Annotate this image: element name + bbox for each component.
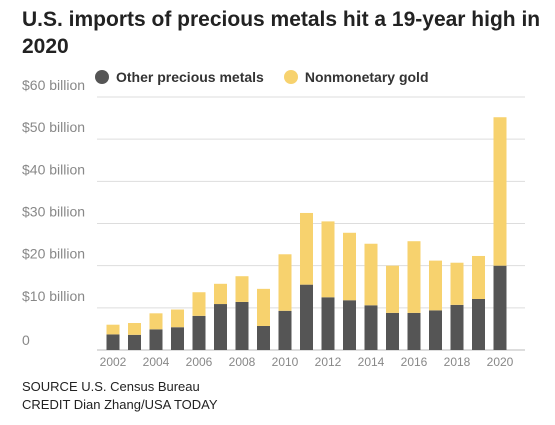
x-tick-label: 2008 bbox=[229, 355, 256, 369]
bar-other-precious-metals bbox=[192, 315, 206, 350]
bar-nonmonetary-gold bbox=[450, 262, 464, 305]
bar-other-precious-metals bbox=[343, 300, 356, 350]
x-axis-tick-labels: 2002 2004 2006 2008 2010 2012 2014 2016 2018 2020 bbox=[100, 355, 514, 369]
chart-footer: SOURCE U.S. Census Bureau CREDIT Dian Zh… bbox=[22, 378, 218, 414]
bars-layer bbox=[106, 117, 507, 350]
y-tick-label: $10 billion bbox=[22, 288, 85, 304]
bar-other-precious-metals bbox=[257, 325, 270, 350]
legend-label-nonmonetary-gold: Nonmonetary gold bbox=[304, 69, 429, 85]
bar-nonmonetary-gold bbox=[171, 309, 184, 328]
bar-other-precious-metals bbox=[450, 304, 464, 350]
bar-nonmonetary-gold bbox=[493, 117, 507, 266]
x-tick-label: 2006 bbox=[186, 355, 213, 369]
bar-nonmonetary-gold bbox=[407, 241, 421, 313]
bar-other-precious-metals bbox=[429, 310, 442, 350]
bar-nonmonetary-gold bbox=[192, 292, 206, 316]
legend-swatch-other-precious-metals bbox=[95, 70, 109, 84]
y-tick-label: 0 bbox=[22, 332, 30, 348]
x-tick-label: 2004 bbox=[143, 355, 170, 369]
bar-other-precious-metals bbox=[171, 327, 184, 350]
bar-nonmonetary-gold bbox=[343, 232, 356, 301]
x-tick-label: 2012 bbox=[315, 355, 342, 369]
credit-note: CREDIT Dian Zhang/USA TODAY bbox=[22, 397, 218, 412]
bar-other-precious-metals bbox=[300, 284, 313, 350]
legend-label-other-precious-metals: Other precious metals bbox=[116, 69, 264, 85]
bar-other-precious-metals bbox=[278, 310, 292, 350]
x-tick-label: 2002 bbox=[100, 355, 127, 369]
legend-item-other-precious-metals: Other precious metals bbox=[95, 69, 264, 85]
chart-title: U.S. imports of precious metals hit a 19… bbox=[22, 8, 541, 58]
bar-nonmonetary-gold bbox=[235, 276, 249, 302]
bar-other-precious-metals bbox=[472, 298, 485, 350]
bar-nonmonetary-gold bbox=[472, 255, 485, 299]
bar-other-precious-metals bbox=[386, 312, 399, 350]
bar-other-precious-metals bbox=[407, 312, 421, 350]
chart-legend: Other precious metals Nonmonetary gold bbox=[95, 68, 449, 86]
stacked-bar-chart: 0 $10 billion $20 billion $30 billion $40 bi… bbox=[22, 77, 525, 369]
bar-nonmonetary-gold bbox=[149, 313, 163, 330]
legend-swatch-nonmonetary-gold bbox=[283, 70, 298, 84]
x-tick-label: 2010 bbox=[272, 355, 299, 369]
bar-nonmonetary-gold bbox=[257, 288, 270, 326]
bar-nonmonetary-gold bbox=[321, 221, 335, 298]
bar-nonmonetary-gold bbox=[214, 283, 227, 305]
x-tick-label: 2014 bbox=[358, 355, 385, 369]
bar-other-precious-metals bbox=[493, 265, 507, 350]
bar-other-precious-metals bbox=[235, 301, 249, 350]
bar-nonmonetary-gold bbox=[300, 212, 313, 285]
y-tick-label: $60 billion bbox=[22, 77, 85, 93]
y-axis-tick-labels: 0 $10 billion $20 billion $30 billion $40 bi… bbox=[22, 77, 85, 348]
x-tick-label: 2020 bbox=[487, 355, 514, 369]
x-tick-label: 2018 bbox=[444, 355, 471, 369]
bar-other-precious-metals bbox=[214, 304, 227, 350]
y-tick-label: $50 billion bbox=[22, 119, 85, 135]
source-note: SOURCE U.S. Census Bureau bbox=[22, 379, 200, 394]
bar-nonmonetary-gold bbox=[106, 324, 120, 335]
y-tick-label: $20 billion bbox=[22, 246, 85, 262]
bar-other-precious-metals bbox=[321, 297, 335, 350]
bar-nonmonetary-gold bbox=[278, 254, 292, 311]
bar-other-precious-metals bbox=[364, 305, 378, 350]
bar-other-precious-metals bbox=[128, 334, 141, 350]
bar-other-precious-metals bbox=[149, 329, 163, 350]
bar-nonmonetary-gold bbox=[386, 265, 399, 313]
bar-nonmonetary-gold bbox=[429, 260, 442, 311]
legend-item-nonmonetary-gold: Nonmonetary gold bbox=[283, 69, 429, 85]
x-tick-label: 2016 bbox=[401, 355, 428, 369]
bar-other-precious-metals bbox=[106, 334, 120, 350]
bar-nonmonetary-gold bbox=[364, 243, 378, 306]
bar-nonmonetary-gold bbox=[128, 323, 141, 335]
y-tick-label: $40 billion bbox=[22, 161, 85, 177]
y-tick-label: $30 billion bbox=[22, 204, 85, 220]
